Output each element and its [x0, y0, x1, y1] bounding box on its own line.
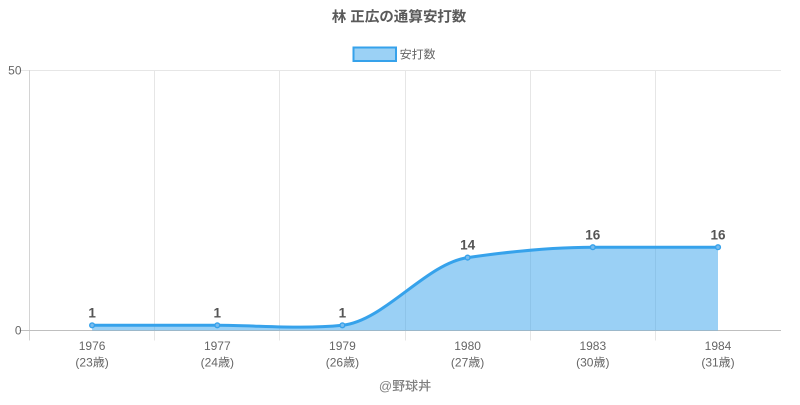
svg-text:(24歳): (24歳) — [201, 356, 234, 370]
svg-text:(26歳): (26歳) — [326, 356, 359, 370]
svg-text:1980: 1980 — [454, 339, 481, 353]
svg-text:(30歳): (30歳) — [576, 356, 609, 370]
svg-text:1: 1 — [339, 305, 347, 320]
svg-text:安打数: 安打数 — [400, 48, 436, 62]
svg-text:1983: 1983 — [579, 339, 606, 353]
svg-text:1979: 1979 — [329, 339, 356, 353]
svg-text:0: 0 — [15, 324, 22, 338]
svg-text:16: 16 — [585, 228, 601, 243]
svg-text:14: 14 — [460, 238, 476, 253]
svg-text:16: 16 — [710, 228, 726, 243]
svg-text:林 正広の通算安打数: 林 正広の通算安打数 — [332, 9, 467, 26]
svg-text:1976: 1976 — [79, 339, 106, 353]
svg-text:1: 1 — [88, 305, 96, 320]
svg-text:1: 1 — [214, 305, 222, 320]
svg-text:(27歳): (27歳) — [451, 356, 484, 370]
svg-text:@野球丼: @野球丼 — [379, 379, 431, 394]
svg-text:1977: 1977 — [204, 339, 231, 353]
svg-text:50: 50 — [8, 64, 22, 78]
svg-text:(31歳): (31歳) — [701, 356, 734, 370]
svg-text:(23歳): (23歳) — [75, 356, 108, 370]
svg-text:1984: 1984 — [705, 339, 732, 353]
